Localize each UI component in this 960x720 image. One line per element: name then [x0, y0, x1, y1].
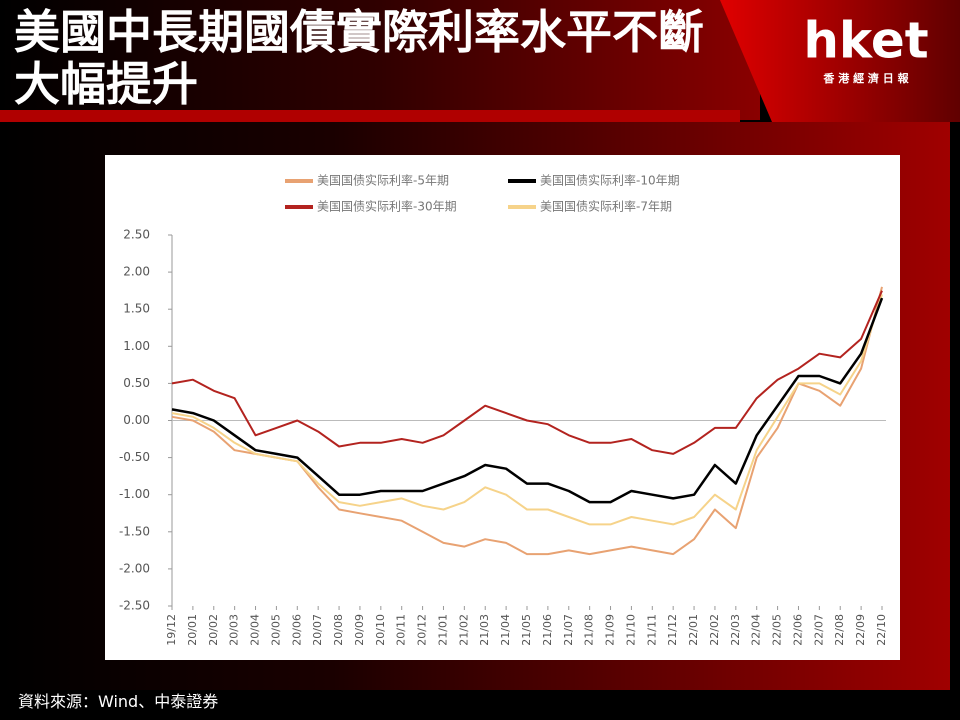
x-tick-label: 22/03: [729, 614, 742, 646]
y-tick-label: -0.50: [119, 450, 150, 464]
x-tick-label: 21/08: [583, 614, 596, 646]
y-tick-label: 1.00: [123, 339, 150, 353]
logo-band: [720, 0, 960, 122]
source-note: 資料來源：Wind、中泰證券: [18, 692, 219, 711]
slide-title: 美國中長期國債實際利率水平不斷大幅提升: [14, 5, 704, 111]
x-tick-label: 21/01: [436, 614, 449, 646]
x-tick-label: 22/08: [833, 614, 846, 646]
x-tick-label: 20/07: [311, 614, 324, 646]
y-tick-label: -2.50: [119, 599, 150, 613]
legend-label: 美国国债实际利率-5年期: [317, 173, 449, 188]
line-series: [171, 297, 884, 504]
x-tick-label: 21/11: [645, 614, 658, 646]
y-tick-label: -2.00: [119, 561, 150, 575]
legend-label: 美国国债实际利率-30年期: [317, 199, 457, 214]
y-tick-label: 2.00: [123, 265, 150, 279]
x-tick-label: 20/01: [186, 614, 199, 646]
chart: 2.50 2.00 1.50 1.00 0.50 0.00 -0.50 -1.00 -1.50 -…: [119, 173, 888, 646]
x-tick-label: 21/12: [666, 614, 679, 646]
logo-subtitle: 香 港 經 濟 日 報: [822, 71, 909, 85]
x-tick-label: 20/04: [249, 614, 262, 646]
x-tick-label: 21/07: [562, 614, 575, 646]
x-tick-label: 22/07: [812, 614, 825, 646]
y-tick-label: -1.50: [119, 524, 150, 538]
x-tick-label: 22/10: [875, 614, 888, 646]
x-tick-label: 19/12: [165, 614, 178, 646]
legend-label: 美国国债实际利率-10年期: [540, 173, 680, 188]
x-tick-label: 21/02: [457, 614, 470, 646]
legend-label: 美国国债实际利率-7年期: [540, 199, 672, 214]
header-band: [0, 0, 760, 120]
x-tick-label: 22/04: [750, 614, 763, 646]
x-tick-label: 20/05: [269, 614, 282, 646]
x-tick-label: 21/06: [541, 614, 554, 646]
x-tick-label: 20/09: [353, 614, 366, 646]
x-tick-label: 21/03: [478, 614, 491, 646]
y-tick-label: 1.50: [123, 302, 150, 316]
x-tick-label: 21/05: [520, 614, 533, 646]
y-tick-label: 0.50: [123, 376, 150, 390]
y-tick-label: 2.50: [123, 228, 150, 242]
x-tick-label: 20/02: [207, 614, 220, 646]
x-tick-label: 22/02: [708, 614, 721, 646]
x-tick-label: 22/05: [771, 614, 784, 646]
x-tick-label: 20/10: [374, 614, 387, 646]
x-tick-label: 22/09: [854, 614, 867, 646]
x-tick-label: 21/10: [624, 614, 637, 646]
x-tick-label: 21/04: [499, 614, 512, 646]
x-tick-label: 22/01: [687, 614, 700, 646]
x-tick-label: 22/06: [791, 614, 804, 646]
logo: hket: [803, 12, 928, 70]
chart-area: [105, 155, 900, 660]
x-tick-label: 20/12: [416, 614, 429, 646]
y-tick-label: 0.00: [123, 413, 150, 427]
x-tick-label: 21/09: [604, 614, 617, 646]
x-tick-label: 20/08: [332, 614, 345, 646]
line-series: [171, 290, 883, 455]
x-tick-label: 20/06: [290, 614, 303, 646]
header-strip: [0, 110, 740, 122]
y-tick-label: -1.00: [119, 487, 150, 501]
x-tick-label: 20/03: [228, 614, 241, 646]
line-series: [171, 294, 883, 526]
x-tick-label: 20/11: [395, 614, 408, 646]
